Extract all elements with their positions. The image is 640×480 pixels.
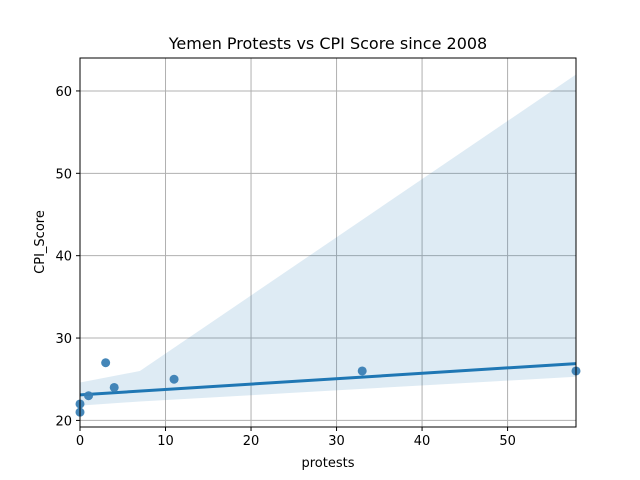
y-axis-ticks: 20 30 40 50 60: [55, 85, 80, 429]
x-axis-label: protests: [301, 456, 354, 471]
data-point: [169, 374, 179, 384]
x-tick-label: 20: [243, 434, 260, 449]
x-tick-label: 40: [414, 434, 431, 449]
confidence-band: [80, 74, 576, 406]
y-tick-label: 30: [55, 332, 72, 347]
chart-title: Yemen Protests vs CPI Score since 2008: [168, 34, 487, 53]
y-axis-label: CPI_Score: [33, 210, 48, 274]
y-tick-label: 20: [55, 414, 72, 429]
x-axis-ticks: 0 10 20 30 40 50: [76, 427, 516, 449]
confidence-band-area: [80, 74, 576, 406]
data-point: [357, 366, 367, 376]
data-points: [75, 358, 581, 417]
data-point: [109, 382, 119, 392]
x-tick-label: 50: [499, 434, 516, 449]
regression-line-group: [79, 362, 577, 397]
plot-frame: [79, 57, 577, 428]
y-tick-label: 60: [55, 85, 72, 100]
x-tick-label: 0: [76, 434, 84, 449]
regression-line: [79, 362, 577, 397]
data-point: [101, 358, 111, 368]
y-tick-label: 50: [55, 167, 72, 182]
grid: [79, 58, 576, 427]
y-tick-label: 40: [55, 250, 72, 265]
x-tick-label: 30: [328, 434, 345, 449]
data-point: [84, 391, 94, 401]
x-tick-label: 10: [157, 434, 174, 449]
